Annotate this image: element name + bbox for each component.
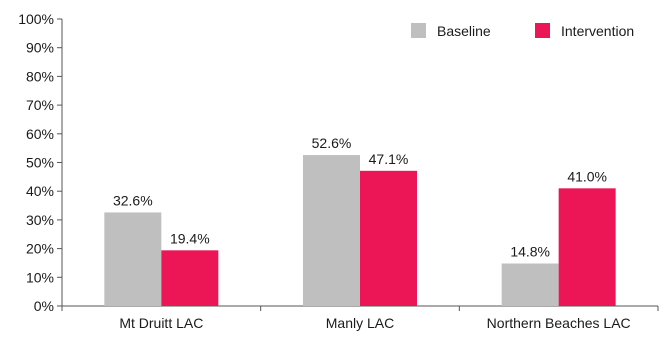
- bar-intervention: [558, 188, 616, 306]
- category-label: Manly LAC: [326, 315, 394, 331]
- legend-label: Baseline: [437, 23, 491, 39]
- legend-swatch: [535, 23, 550, 38]
- y-tick-label: 100%: [18, 11, 54, 27]
- data-label: 32.6%: [113, 192, 153, 208]
- y-tick-label: 70%: [26, 97, 54, 113]
- y-tick-label: 80%: [26, 68, 54, 84]
- data-label: 52.6%: [312, 135, 352, 151]
- y-tick-label: 10%: [26, 269, 54, 285]
- y-tick-label: 40%: [26, 183, 54, 199]
- bar-intervention: [161, 250, 219, 306]
- y-tick-label: 90%: [26, 40, 54, 56]
- data-label: 14.8%: [510, 244, 550, 260]
- legend-swatch: [411, 23, 426, 38]
- bar-baseline: [303, 155, 360, 306]
- legend-label: Intervention: [561, 23, 634, 39]
- data-label: 41.0%: [567, 168, 607, 184]
- legend: Baseline Intervention: [411, 23, 634, 39]
- data-label: 19.4%: [170, 230, 210, 246]
- category-label: Northern Beaches LAC: [487, 315, 631, 331]
- y-tick-label: 30%: [26, 212, 54, 228]
- bar-baseline: [104, 212, 162, 306]
- data-label: 47.1%: [369, 151, 409, 167]
- x-axis: Mt Druitt LAC Manly LAC Northern Beaches L…: [61, 305, 659, 331]
- y-tick-label: 0%: [34, 298, 54, 314]
- y-tick-label: 50%: [26, 155, 54, 171]
- bar-intervention: [360, 170, 417, 306]
- y-axis: 0% 10% 20% 30% 40% 50% 60% 70% 80% 90% 100%: [18, 11, 63, 314]
- bar-baseline: [501, 263, 559, 306]
- y-tick-label: 20%: [26, 241, 54, 257]
- y-tick-label: 60%: [26, 126, 54, 142]
- category-label: Mt Druitt LAC: [119, 315, 203, 331]
- bars: 32.6% 19.4% 52.6% 47.1% 14.8% 41.0%: [104, 135, 616, 306]
